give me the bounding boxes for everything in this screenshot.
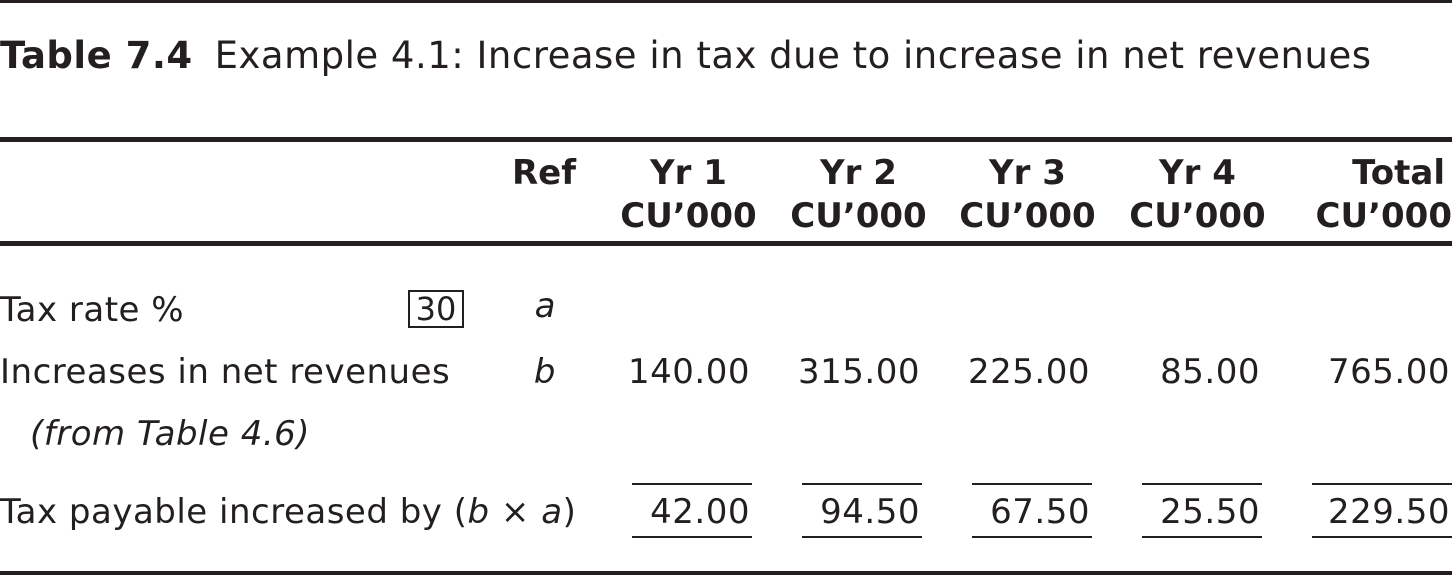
bottom-rule	[0, 571, 1452, 575]
column-header-line2: CU’000	[959, 196, 1096, 236]
header-bottom-rule	[0, 241, 1452, 246]
column-header-line1: Yr 1	[650, 153, 727, 193]
sum-line-bottom-yr2	[802, 536, 922, 538]
ref-a: a	[534, 286, 556, 326]
revenues-yr4: 85.00	[1160, 352, 1260, 392]
column-header-line2: CU’000	[1315, 196, 1452, 236]
sum-line-top-yr2	[802, 483, 922, 485]
ref-a-inline: a	[541, 492, 563, 532]
tax-payable-yr4: 25.50	[1160, 492, 1260, 532]
column-header-yr1: Yr 1 CU’000	[618, 152, 759, 238]
ref-b: b	[533, 352, 556, 392]
table-caption: Example 4.1: Increase in tax due to incr…	[214, 34, 1372, 77]
sum-line-bottom-total	[1312, 536, 1452, 538]
column-header-total: Total CU’000	[1305, 152, 1452, 238]
tax-rate-label: Tax rate %	[0, 290, 185, 330]
sum-line-top-total	[1312, 483, 1452, 485]
revenues-yr1: 140.00	[628, 352, 750, 392]
column-header-yr4: Yr 4 CU’000	[1127, 152, 1268, 238]
tax-payable-yr1: 42.00	[650, 492, 750, 532]
revenues-sublabel: (from Table 4.6)	[30, 414, 311, 454]
column-header-line1: Yr 2	[820, 153, 897, 193]
column-header-line2: CU’000	[790, 196, 927, 236]
top-rule	[0, 0, 1452, 3]
column-header-line2: CU’000	[1129, 196, 1266, 236]
column-header-yr3: Yr 3 CU’000	[957, 152, 1098, 238]
times-sign: ×	[489, 492, 542, 532]
column-header-line1: Yr 3	[989, 153, 1066, 193]
tax-rate-input-box: 30	[408, 290, 464, 328]
column-header-line1: Yr 4	[1159, 153, 1236, 193]
tax-payable-yr2: 94.50	[820, 492, 920, 532]
revenues-yr2: 315.00	[798, 352, 920, 392]
header-top-rule	[0, 137, 1452, 142]
tax-payable-label: Tax payable increased by (b × a)	[0, 492, 577, 532]
tax-payable-yr3: 67.50	[990, 492, 1090, 532]
revenues-label: Increases in net revenues	[0, 352, 451, 392]
ref-b-inline: b	[467, 492, 490, 532]
column-header-line2: CU’000	[620, 196, 757, 236]
column-header-yr2: Yr 2 CU’000	[788, 152, 929, 238]
sum-line-bottom-yr4	[1142, 536, 1262, 538]
tax-payable-total: 229.50	[1328, 492, 1450, 532]
sum-line-top-yr1	[632, 483, 752, 485]
table-number: Table 7.4	[0, 34, 193, 77]
sum-line-top-yr4	[1142, 483, 1262, 485]
table-title: Table 7.4 Example 4.1: Increase in tax du…	[0, 34, 1371, 77]
sum-line-bottom-yr1	[632, 536, 752, 538]
sum-line-bottom-yr3	[972, 536, 1092, 538]
sum-line-top-yr3	[972, 483, 1092, 485]
ref-header: Ref	[511, 153, 576, 193]
revenues-yr3: 225.00	[968, 352, 1090, 392]
revenues-total: 765.00	[1328, 352, 1450, 392]
column-header-line1: Total	[1352, 153, 1445, 193]
